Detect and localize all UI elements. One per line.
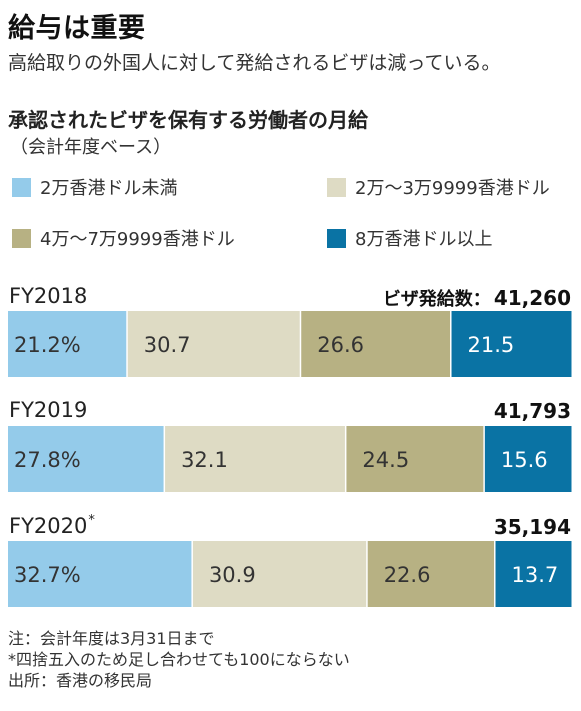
footnotes: 注：会計年度は3月31日まで *四捨五入のため足し合わせても100にならない 出… [8,628,350,691]
total-fy2020: 35,194 [494,515,571,539]
bar-value-label: 30.9 [209,563,256,587]
bar-segment [346,426,484,492]
note-source: 出所：香港の移民局 [8,671,153,690]
total-fy2018: ビザ発給数： 41,260 [383,285,571,311]
legend-item-over-80k: 8万香港ドル以上 [327,225,492,251]
bar-value-label: 15.6 [501,448,548,472]
note-fiscal-year: 注：会計年度は3月31日まで [8,629,215,648]
bar-segment [8,426,164,492]
chart-subtitle: （会計年度ベース） [10,137,172,158]
bar-segment [451,311,572,377]
bar-segment [165,426,345,492]
total-fy2019: 41,793 [494,399,571,423]
legend-label: 8万香港ドル以上 [355,229,493,250]
legend-label: 2万香港ドル未満 [40,178,178,199]
legend-swatch [12,177,31,197]
note-rounding: *四捨五入のため足し合わせても100にならない [8,650,350,669]
total-value: 41,260 [493,286,571,310]
page-title: 給与は重要 [8,13,146,44]
bar-segment [301,311,451,377]
bar-segment [8,311,127,377]
legend-swatch [327,177,346,197]
page-subtitle: 高給取りの外国人に対して発給されるビザは減っている。 [8,52,501,74]
bar-value-label: 30.7 [144,333,191,357]
bar-value-label: 21.2% [14,333,81,357]
row-label-text: FY2019 [9,398,88,422]
legend: 2万香港ドル未満 2万〜3万9999香港ドル 4万〜7万9999香港ドル 8万香… [0,174,581,264]
row-label-asterisk: * [88,513,95,528]
legend-swatch [12,228,31,248]
bar-segment [495,541,572,607]
row-label-text: FY2018 [9,284,88,308]
legend-label: 2万〜3万9999香港ドル [355,178,550,199]
bar-value-label: 32.7% [14,563,81,587]
row-label-fy2020: FY2020* [9,513,95,538]
row-label-fy2019: FY2019 [9,398,88,422]
visa-count-label: ビザ発給数： [382,289,491,310]
bar-segment [8,541,192,607]
total-value: 35,194 [493,515,571,539]
bar-value-label: 26.6 [317,333,364,357]
bar-segment [484,426,572,492]
legend-item-under-20k: 2万香港ドル未満 [12,174,177,200]
total-value: 41,793 [493,399,571,423]
chart-title: 承認されたビザを保有する労働者の月給 [8,108,368,132]
legend-item-20k-40k: 2万〜3万9999香港ドル [327,174,550,200]
bar-segment [127,311,300,377]
bar-value-label: 21.5 [468,333,515,357]
legend-item-40k-80k: 4万〜7万9999香港ドル [12,225,235,251]
bar-segment [367,541,495,607]
bar-value-label: 22.6 [384,563,431,587]
legend-swatch [327,228,346,248]
row-label-text: FY2020 [9,514,88,538]
legend-label: 4万〜7万9999香港ドル [40,229,235,250]
bar-segment [192,541,367,607]
bar-value-label: 13.7 [512,563,559,587]
bar-value-label: 24.5 [362,448,409,472]
row-label-fy2018: FY2018 [9,284,88,308]
bar-value-label: 32.1 [181,448,228,472]
bar-value-label: 27.8% [14,448,81,472]
